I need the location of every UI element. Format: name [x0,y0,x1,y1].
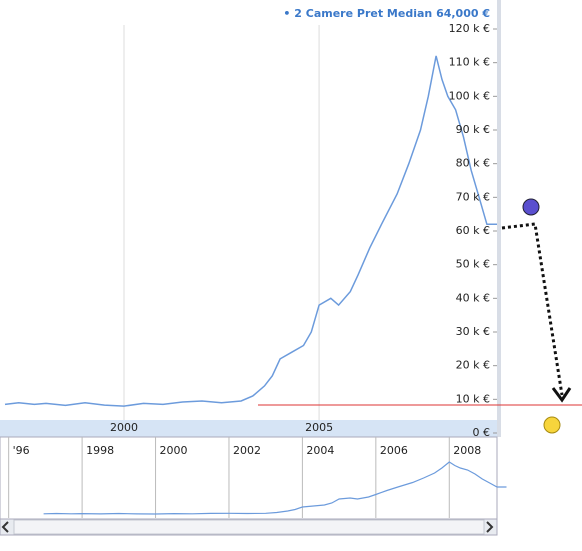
y-tick-label: 120 k € [449,22,490,35]
navigator [0,436,498,520]
scroll-thumb[interactable] [13,519,485,535]
scroll-right[interactable] [486,521,494,533]
x-tick-label: 2005 [305,421,333,434]
y-tick-label: 50 k € [456,258,490,271]
y-tick-label: 90 k € [456,123,490,136]
navigator-tick-label: 2008 [453,444,481,457]
line [4,55,497,407]
navigator-series: '96 1998 2000 2002 2004 2006 2008 [8,437,507,518]
legend: • 2 Camere Pret Median 64,000 € [283,7,490,20]
y-tick-label: 100 k € [449,89,490,102]
scroll-left[interactable] [1,521,9,533]
smiley-icon [522,198,540,216]
arrow-head [551,387,572,403]
navigator-tick-label: 1998 [86,444,114,457]
navigator-tick-label: 2004 [306,444,334,457]
navigator-tick-label: 2006 [380,444,408,457]
x-axis-band [0,420,497,437]
smiley-icon [543,416,561,434]
y-tick-label: 10 k € [456,392,490,405]
plot-area [0,0,497,437]
navigator-tick-label: 2000 [160,444,188,457]
x-tick-label: 2000 [110,421,138,434]
y-tick-label: 60 k € [456,224,490,237]
y-tick-label: 80 k € [456,157,490,170]
grid [123,25,497,434]
y-tick-label: 110 k € [449,56,490,69]
frame-right [497,0,501,437]
y-tick-label: 40 k € [456,291,490,304]
y-tick-label: 70 k € [456,190,490,203]
y-tick-label: 0 € [473,426,491,439]
main-series [4,55,497,407]
annotation-arrow [501,222,564,396]
navigator-tick-label: 2002 [233,444,261,457]
navigator-tick-label: '96 [13,444,30,457]
y-tick-label: 20 k € [456,359,490,372]
y-tick-label: 30 k € [456,325,490,338]
navigator-line [43,461,507,515]
